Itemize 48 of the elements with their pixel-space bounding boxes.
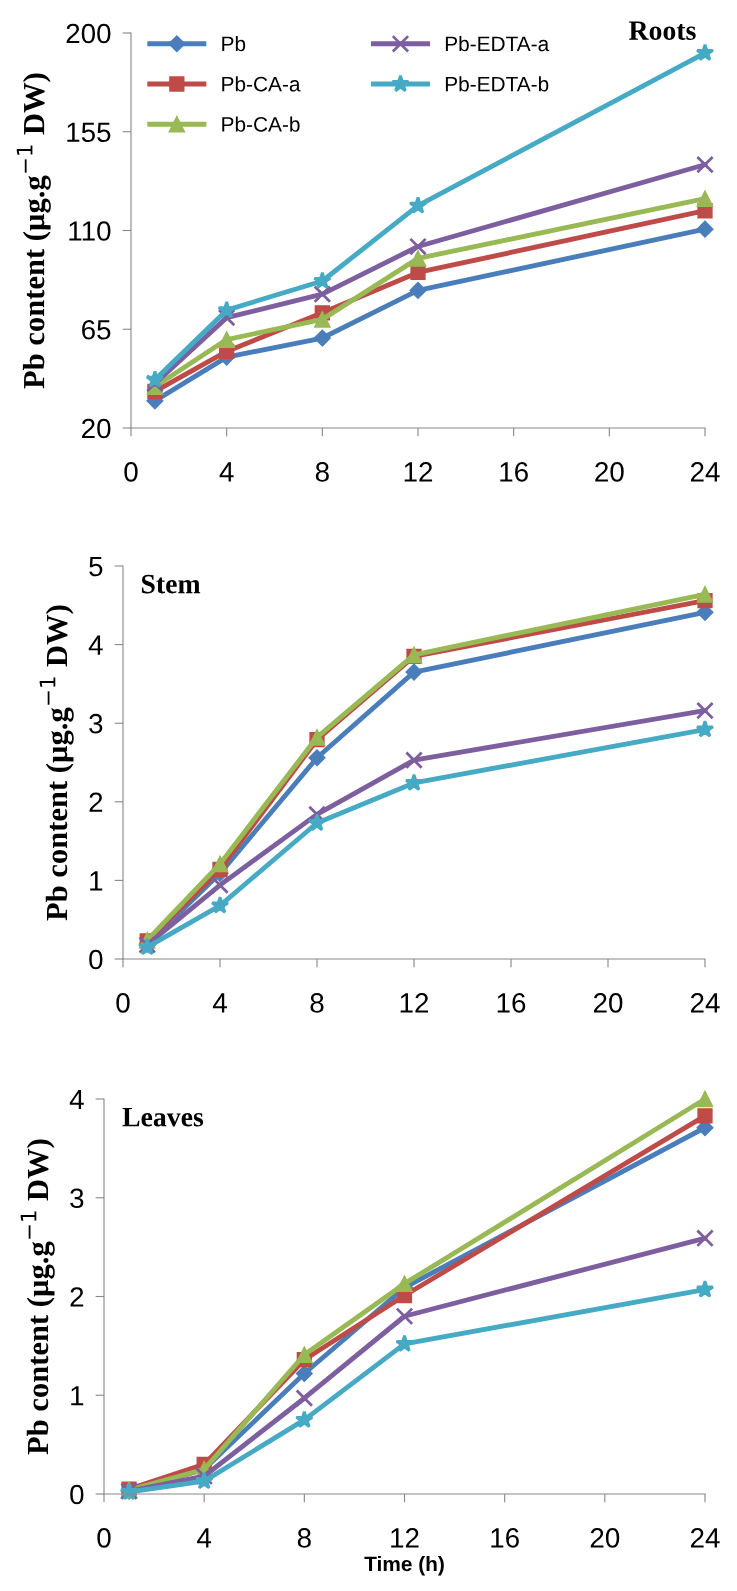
x-tick-label: 24 <box>690 1528 720 1548</box>
y-tick-label: 5 <box>89 556 103 577</box>
x-tick-label: 20 <box>595 462 624 482</box>
x-tick-label: 20 <box>593 993 623 1013</box>
y-tick-label: 0 <box>70 1484 84 1505</box>
x-tick-label: 24 <box>690 993 720 1013</box>
y-axis-title: Pb content (µg.g$^{−1}$ DW) <box>20 1139 55 1455</box>
y-tick-label: 65 <box>82 319 111 340</box>
y-tick-label: 200 <box>66 23 111 44</box>
y-tick-label: 4 <box>69 1089 84 1110</box>
x-tick-label: 16 <box>500 462 528 482</box>
legend-label: Pb-EDTA-b <box>445 76 549 92</box>
y-tick-label: 2 <box>89 792 103 812</box>
x-tick-label: 0 <box>116 993 130 1013</box>
y-tick-label: 4 <box>88 635 103 655</box>
chart-title: Stem <box>141 574 201 594</box>
y-tick-label: 3 <box>89 713 103 734</box>
x-tick-label: 12 <box>400 993 429 1013</box>
x-tick-label: 20 <box>590 1528 620 1548</box>
x-tick-label: 8 <box>315 462 329 482</box>
x-tick-label: 4 <box>219 462 234 482</box>
chart-title: Leaves <box>122 1107 204 1127</box>
legend-label: Pb <box>222 35 246 52</box>
y-tick-label: 110 <box>69 221 111 241</box>
x-tick-label: 24 <box>690 462 720 482</box>
y-tick-label: 155 <box>67 122 111 143</box>
y-axis-title: Pb content (µg.g$^{−1}$ DW) <box>39 605 74 921</box>
y-tick-label: 0 <box>89 949 103 970</box>
x-axis-title: Time (h) <box>364 1556 444 1576</box>
y-tick-label: 1 <box>71 1386 84 1406</box>
x-tick-label: 4 <box>197 1528 212 1548</box>
x-tick-label: 16 <box>491 1528 519 1548</box>
y-axis-title: Pb content (µg.g$^{−1}$ DW) <box>16 73 51 389</box>
y-tick-label: 1 <box>90 871 103 891</box>
y-tick-label: 3 <box>70 1188 84 1209</box>
x-tick-label: 0 <box>124 462 138 482</box>
x-tick-label: 12 <box>404 462 433 482</box>
y-tick-label: 20 <box>82 418 111 439</box>
y-tick-label: 2 <box>70 1287 84 1307</box>
legend-label: Pb-CA-b <box>222 116 300 132</box>
x-tick-label: 8 <box>310 993 324 1013</box>
legend-label: Pb-EDTA-a <box>445 35 550 52</box>
chart-title: Roots <box>628 21 696 40</box>
legend-label: Pb-CA-a <box>222 76 301 92</box>
x-tick-label: 16 <box>497 993 526 1013</box>
x-tick-label: 12 <box>391 1528 419 1548</box>
x-tick-label: 4 <box>212 993 227 1013</box>
x-tick-label: 8 <box>297 1528 311 1548</box>
